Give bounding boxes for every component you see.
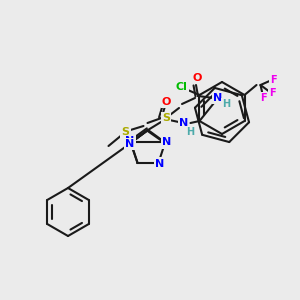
Text: Cl: Cl [176, 82, 188, 92]
Text: S: S [162, 113, 170, 123]
Text: F: F [270, 75, 277, 85]
Text: N: N [125, 136, 134, 146]
Text: N: N [125, 139, 134, 149]
Text: N: N [163, 137, 172, 147]
Text: H: H [222, 99, 230, 109]
Text: N: N [155, 159, 164, 169]
Text: N: N [179, 118, 188, 128]
Text: F: F [260, 93, 267, 103]
Text: O: O [162, 97, 171, 107]
Text: F: F [269, 88, 276, 98]
Text: H: H [186, 127, 194, 137]
Text: S: S [122, 127, 130, 137]
Text: O: O [192, 73, 202, 83]
Text: N: N [213, 93, 223, 103]
